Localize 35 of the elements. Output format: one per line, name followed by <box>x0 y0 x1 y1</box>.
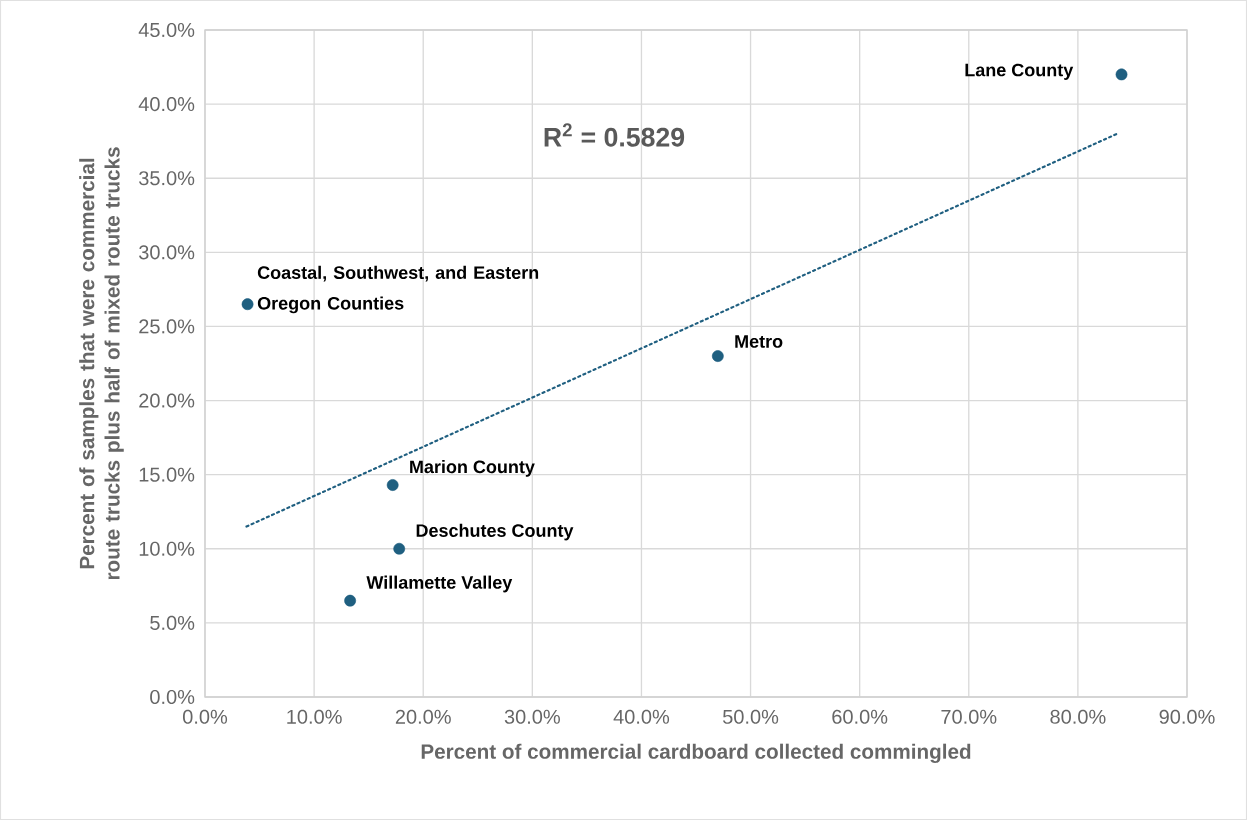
point <box>393 542 406 555</box>
y-tick-label: 30.0% <box>139 245 195 260</box>
x-axis-title: Percent of commercial cardboard collected commingled <box>421 743 971 764</box>
annotation: R$^{2}$ = 0.5829 <box>544 123 685 147</box>
x-tick-label: 70.0% <box>941 709 997 724</box>
x-tick-label: 40.0% <box>613 709 670 724</box>
y-tick-label: 0.0% <box>150 689 195 705</box>
y-tick-label: 15.0% <box>139 467 195 482</box>
annotation: Coastal, Southwest, and Eastern Oregon Counties <box>257 265 539 314</box>
point <box>386 479 399 491</box>
point <box>344 594 356 607</box>
x-tick-label: 50.0% <box>723 709 779 724</box>
y-tick-label: 25.0% <box>139 319 195 334</box>
annotation: Lane County <box>965 63 1074 80</box>
x-tick-label: 90.0% <box>1159 709 1215 724</box>
point <box>711 350 724 362</box>
annotation: Deschutes County <box>416 523 574 541</box>
y-tick-label: 35.0% <box>139 171 195 186</box>
y-tick-label: 45.0% <box>138 22 195 38</box>
annotation: Willamette Valley <box>366 575 513 593</box>
y-tick-label: 10.0% <box>139 541 195 556</box>
x-tick-label: 10.0% <box>287 709 342 724</box>
y-tick-label: 5.0% <box>150 615 195 630</box>
x-tick-label: 20.0% <box>395 709 451 724</box>
x-tick-label: 0.0% <box>182 709 228 724</box>
annotation: Marion County <box>410 459 535 477</box>
x-tick-label: 60.0% <box>832 709 888 724</box>
y-axis-title: Percent of samples that were commercial route trucks plus half of mixed route trucks <box>79 147 124 580</box>
point <box>1115 68 1128 81</box>
y-tick-label: 40.0% <box>138 97 195 112</box>
y-tick-label: 20.0% <box>139 393 195 408</box>
x-tick-label: 30.0% <box>504 709 560 724</box>
x-tick-label: 80.0% <box>1050 709 1106 724</box>
annotation: Metro <box>735 335 783 348</box>
point <box>241 298 254 311</box>
